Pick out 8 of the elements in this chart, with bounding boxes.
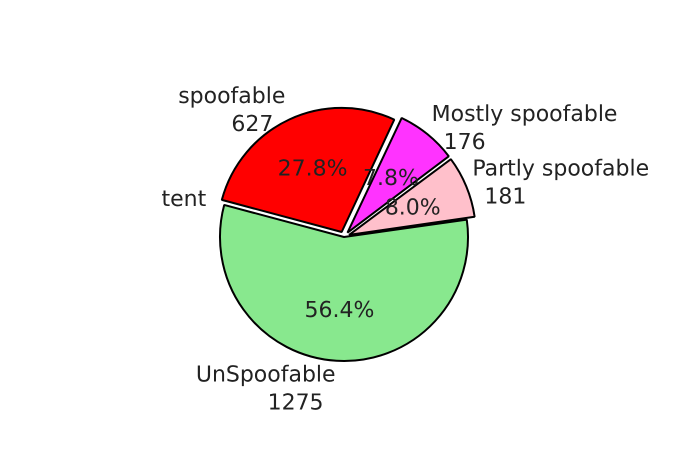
text: tent (162, 186, 207, 212)
data-label: 8.0% (384, 195, 441, 220)
slice-label: Mostly spoofable 176 (432, 102, 618, 155)
data-label: 56.4% (304, 298, 374, 323)
slice-label: UnSpoofable 1275 (196, 362, 336, 416)
slice-label: spoofable 627 (178, 84, 286, 137)
data-label: 27.8% (278, 156, 348, 182)
slice-label: Partly spoofable 181 (472, 156, 650, 210)
